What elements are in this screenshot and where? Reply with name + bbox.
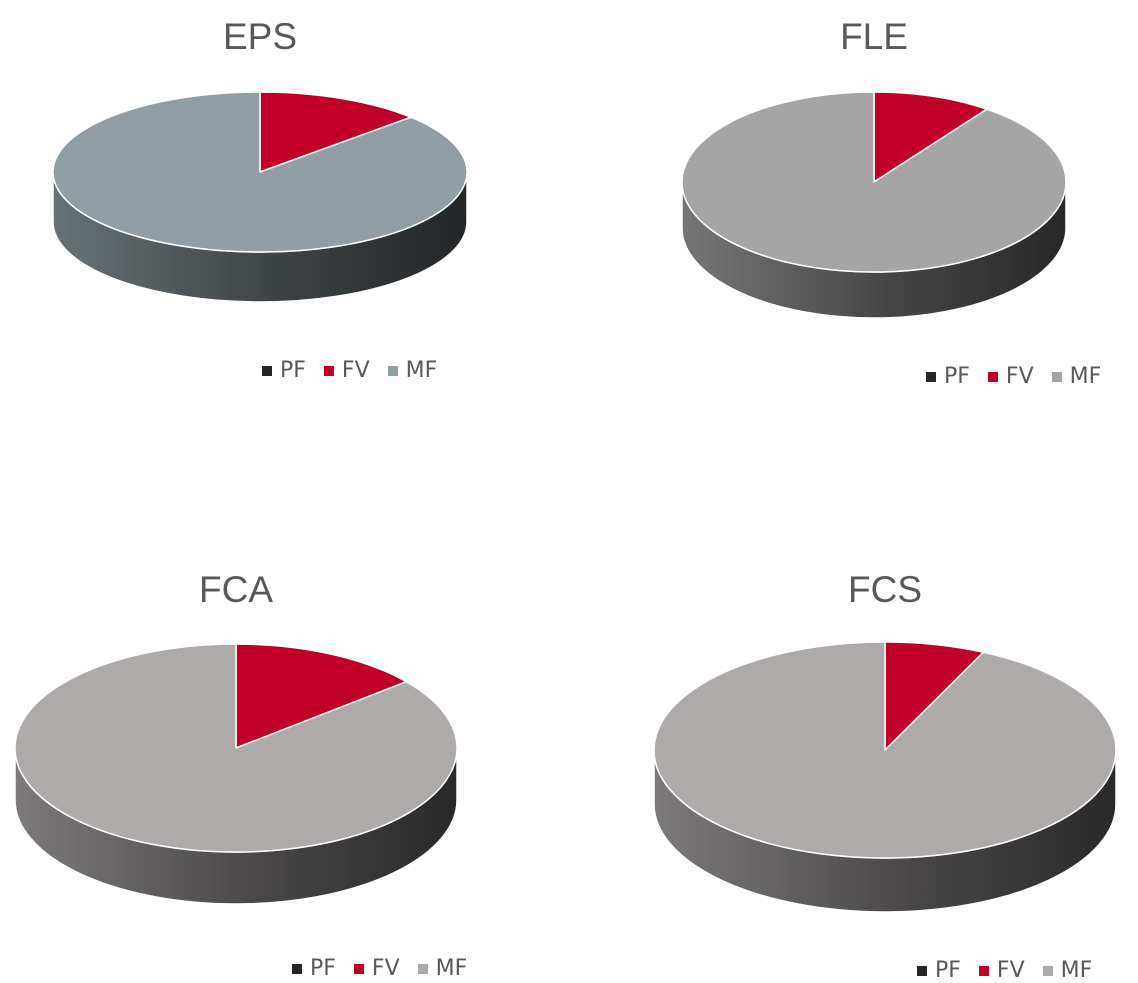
pie-graphic — [52, 91, 468, 303]
legend-label-mf: MF — [435, 956, 468, 981]
legend-swatch-fv — [978, 965, 989, 976]
pie-graphic — [653, 641, 1117, 913]
legend-item-fv: FV — [978, 958, 1025, 983]
legend-item-pf: PF — [292, 956, 336, 981]
chart-legend: PF FV MF — [926, 364, 1101, 389]
pie-slice-fv — [884, 641, 985, 751]
legend-label-fv: FV — [996, 958, 1025, 983]
pie-slice-mf — [52, 91, 468, 253]
legend-swatch-mf — [1051, 371, 1062, 382]
pie-slice-mf — [14, 643, 458, 853]
legend-swatch-mf — [1042, 965, 1053, 976]
legend-label-pf: PF — [310, 956, 336, 981]
legend-item-pf: PF — [917, 958, 961, 983]
legend-item-mf: MF — [1042, 958, 1093, 983]
pie-slice-mf — [653, 641, 1117, 859]
legend-swatch-pf — [262, 365, 272, 376]
legend-item-fv: FV — [353, 956, 400, 981]
pie-slice-fv — [235, 643, 408, 749]
legend-label-mf: MF — [405, 358, 438, 383]
legend-label-fv: FV — [371, 956, 400, 981]
legend-swatch-fv — [323, 365, 334, 376]
chart-legend: PF FV MF — [262, 358, 437, 383]
legend-label-pf: PF — [280, 358, 306, 383]
legend-label-pf: PF — [944, 364, 970, 389]
legend-swatch-pf — [926, 371, 936, 382]
legend-item-pf: PF — [926, 364, 970, 389]
legend-item-mf: MF — [417, 956, 468, 981]
chart-title: FCS — [848, 569, 922, 610]
legend-swatch-fv — [987, 371, 998, 382]
chart-title: FCA — [199, 569, 273, 610]
pie-chart-fle: FLE PF FV MF — [600, 0, 1138, 410]
legend-label-mf: MF — [1060, 958, 1093, 983]
pie-graphic — [14, 643, 458, 905]
legend-swatch-fv — [353, 963, 364, 974]
legend-swatch-pf — [917, 965, 927, 976]
legend-swatch-mf — [387, 365, 398, 376]
pie-slice-fv — [873, 91, 988, 183]
legend-swatch-pf — [292, 963, 302, 974]
legend-label-fv: FV — [341, 358, 370, 383]
pie-chart-fcs: FCS PF FV MF — [600, 540, 1138, 983]
legend-item-fv: FV — [323, 358, 370, 383]
legend-label-pf: PF — [935, 958, 961, 983]
chart-title: EPS — [222, 16, 298, 57]
legend-item-mf: MF — [1051, 364, 1102, 389]
legend-item-pf: PF — [262, 358, 306, 383]
pie-chart-fca: FCA PF FV MF — [0, 540, 560, 983]
chart-legend: PF FV MF — [917, 958, 1092, 983]
chart-legend: PF FV MF — [292, 956, 467, 981]
legend-swatch-mf — [417, 963, 428, 974]
pie-slice-mf — [681, 91, 1067, 273]
legend-item-fv: FV — [987, 364, 1034, 389]
pie-slice-fv — [259, 91, 412, 173]
legend-item-mf: MF — [387, 358, 438, 383]
pie-chart-eps: EPS PF FV MF — [0, 0, 540, 410]
legend-label-fv: FV — [1005, 364, 1034, 389]
chart-title: FLE — [840, 16, 908, 57]
pie-graphic — [681, 91, 1067, 319]
legend-label-mf: MF — [1069, 364, 1102, 389]
